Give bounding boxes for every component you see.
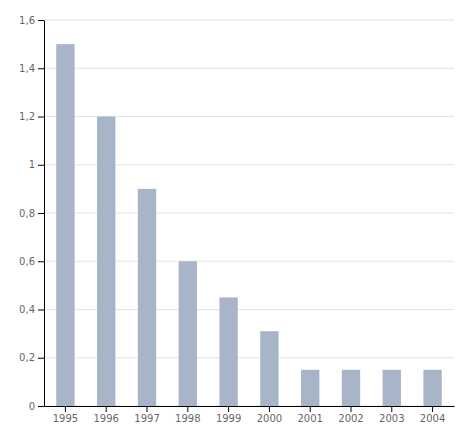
y-tick: 0,4 [19, 304, 44, 315]
x-tick: 1996 [93, 406, 118, 424]
y-tick-label: 1 [29, 159, 35, 170]
chart-container: 00,20,40,60,811,21,41,619951996199719981… [0, 0, 474, 438]
y-tick-label: 0,2 [19, 352, 35, 363]
x-tick-label: 1998 [175, 413, 200, 424]
x-tick-mark [350, 406, 351, 412]
x-tick: 1995 [53, 406, 78, 424]
x-tick-mark [391, 406, 392, 412]
x-tick-mark [187, 406, 188, 412]
grid-line [44, 68, 454, 69]
x-tick: 1998 [175, 406, 200, 424]
x-tick-label: 2003 [379, 413, 404, 424]
y-tick-mark [38, 310, 44, 311]
grid [44, 20, 454, 406]
y-tick-label: 1,4 [19, 63, 35, 74]
x-tick-mark [228, 406, 229, 412]
bar [301, 370, 319, 406]
x-axis: 1995 1996 1997 1998 1999 2000 2001 2002 2003 2004 [45, 406, 455, 424]
x-tick: 1997 [134, 406, 159, 424]
y-tick-label: 0,4 [19, 304, 35, 315]
y-axis: 0 0,2 0,4 0,6 0,8 1 1,2 1,4 1,6 [19, 15, 44, 412]
y-tick-mark [38, 117, 44, 118]
x-tick-label: 1995 [53, 413, 78, 424]
plot: 00,20,40,60,811,21,41,619951996199719981… [19, 15, 454, 424]
bar [423, 370, 441, 406]
x-tick-label: 1996 [93, 413, 118, 424]
x-tick: 2003 [379, 406, 404, 424]
y-tick-mark [38, 261, 44, 262]
y-tick: 0,6 [19, 256, 44, 267]
y-tick: 1,2 [19, 111, 44, 122]
grid-line [44, 20, 454, 21]
y-tick-mark [38, 406, 44, 407]
x-tick-mark [147, 406, 148, 412]
bar [260, 331, 278, 406]
x-tick-label: 2000 [257, 413, 282, 424]
x-tick: 2001 [297, 406, 322, 424]
x-tick: 1999 [216, 406, 241, 424]
x-tick-label: 1997 [134, 413, 159, 424]
y-tick-label: 0 [29, 401, 35, 412]
y-tick-mark [38, 20, 44, 21]
y-tick-label: 1,6 [19, 15, 35, 26]
y-tick: 0,8 [19, 208, 44, 219]
x-tick-label: 2004 [420, 413, 445, 424]
bar [138, 189, 156, 406]
y-tick-mark [38, 213, 44, 214]
x-tick-mark [65, 406, 66, 412]
y-tick: 1,6 [19, 15, 44, 26]
x-tick: 2002 [338, 406, 363, 424]
chart: 00,20,40,60,811,21,41,619951996199719981… [0, 0, 474, 438]
bar [342, 370, 360, 406]
x-tick-mark [432, 406, 433, 412]
y-tick-mark [38, 68, 44, 69]
y-tick: 0,2 [19, 352, 44, 363]
bar [219, 297, 237, 406]
y-tick-mark [38, 358, 44, 359]
y-tick-mark [38, 165, 44, 166]
bar [97, 117, 115, 407]
y-tick-label: 0,6 [19, 256, 35, 267]
x-tick: 2000 [257, 406, 282, 424]
y-tick: 0 [29, 401, 44, 412]
bar [179, 261, 197, 406]
x-tick-label: 1999 [216, 413, 241, 424]
y-axis-line [44, 21, 45, 407]
y-tick: 1 [29, 159, 44, 170]
y-tick: 1,4 [19, 63, 44, 74]
x-tick-mark [106, 406, 107, 412]
x-tick-label: 2002 [338, 413, 363, 424]
x-tick-label: 2001 [297, 413, 322, 424]
bar [56, 44, 74, 406]
bars [56, 44, 442, 406]
y-tick-label: 1,2 [19, 111, 35, 122]
x-tick-mark [310, 406, 311, 412]
x-tick-mark [269, 406, 270, 412]
y-tick-label: 0,8 [19, 208, 35, 219]
x-tick: 2004 [420, 406, 445, 424]
bar [383, 370, 401, 406]
